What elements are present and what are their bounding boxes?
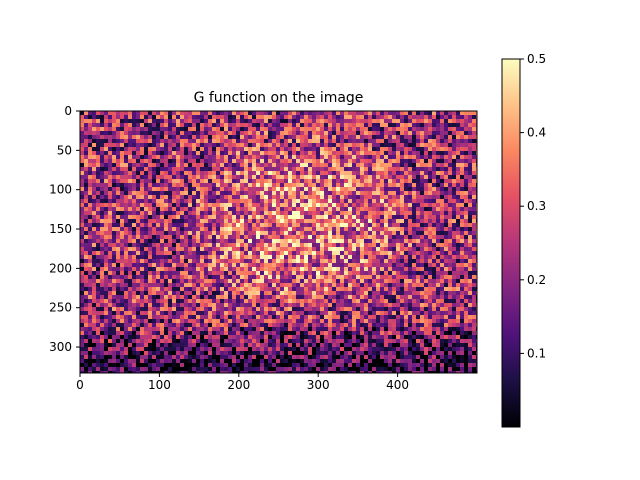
y-tick-label: 250	[49, 301, 72, 315]
x-tick-label: 400	[386, 378, 409, 392]
colorbar-tick-label: 0.5	[527, 52, 546, 66]
y-tick-label: 300	[49, 340, 72, 354]
colorbar-tick-label: 0.2	[527, 273, 546, 287]
y-axis: 0 50 100 150 200 250 300	[49, 104, 80, 354]
colorbar-tick-label: 0.1	[527, 346, 546, 360]
x-axis: 0 100 200 300 400	[76, 373, 409, 392]
colorbar-gradient	[502, 59, 520, 427]
heatmap-image	[80, 111, 480, 375]
x-tick-label: 100	[148, 378, 171, 392]
colorbar-tick-label: 0.3	[527, 199, 546, 213]
x-tick-label: 0	[76, 378, 84, 392]
y-tick-label: 200	[49, 261, 72, 275]
x-tick-label: 300	[307, 378, 330, 392]
colorbar: 0.1 0.2 0.3 0.4 0.5	[502, 52, 546, 427]
y-tick-label: 0	[64, 104, 72, 118]
colorbar-tick-label: 0.4	[527, 126, 546, 140]
y-tick-label: 150	[49, 222, 72, 236]
chart-title: G function on the image	[194, 90, 364, 106]
x-tick-label: 200	[227, 378, 250, 392]
y-tick-label: 100	[49, 183, 72, 197]
colorbar-ticks: 0.1 0.2 0.3 0.4 0.5	[520, 52, 546, 360]
y-tick-label: 50	[57, 143, 72, 157]
